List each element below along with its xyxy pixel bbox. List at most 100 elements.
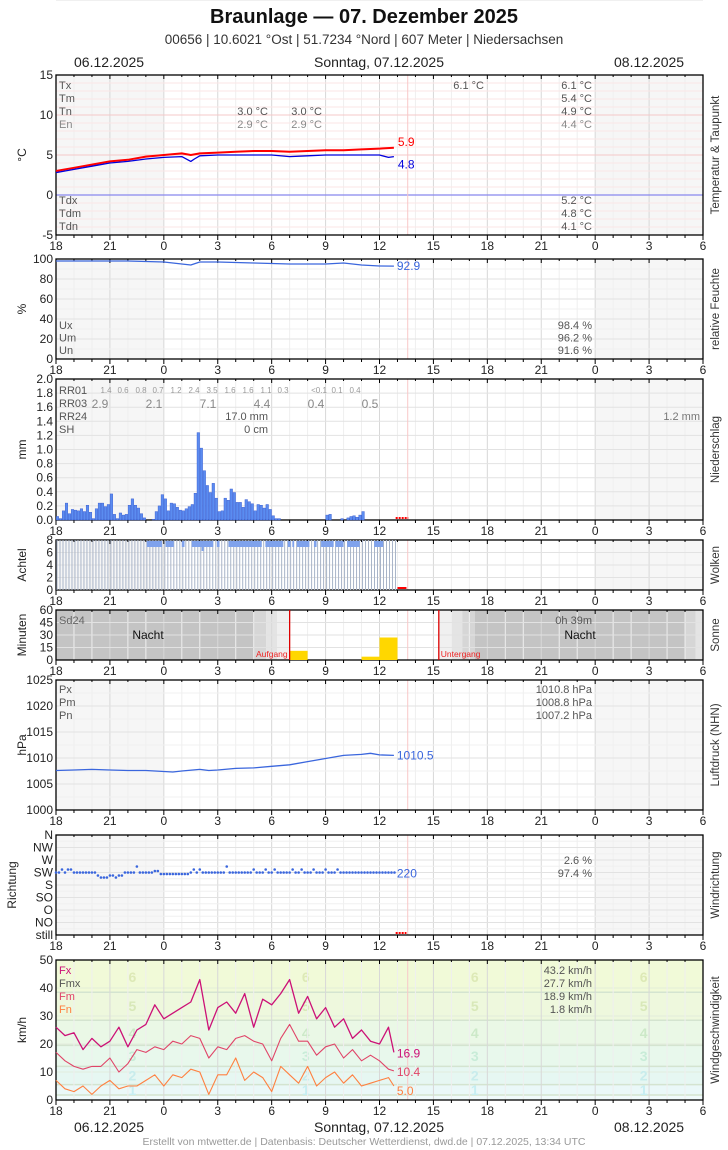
svg-text:1020: 1020 bbox=[26, 699, 53, 713]
svg-text:100: 100 bbox=[33, 252, 53, 266]
svg-text:15: 15 bbox=[427, 939, 441, 953]
svg-text:SW: SW bbox=[34, 866, 54, 880]
svg-text:3.0 °C: 3.0 °C bbox=[237, 106, 268, 118]
svg-text:0h 39m: 0h 39m bbox=[555, 615, 592, 627]
svg-text:15: 15 bbox=[40, 641, 54, 655]
svg-text:9: 9 bbox=[322, 664, 329, 678]
svg-text:3: 3 bbox=[646, 524, 653, 538]
svg-text:1: 1 bbox=[640, 1082, 648, 1098]
svg-text:W: W bbox=[42, 853, 54, 867]
svg-text:Um: Um bbox=[59, 333, 76, 345]
svg-text:4: 4 bbox=[640, 1025, 648, 1041]
svg-text:18: 18 bbox=[481, 664, 495, 678]
svg-text:0: 0 bbox=[160, 1104, 167, 1118]
svg-text:Sd24: Sd24 bbox=[59, 615, 85, 627]
svg-text:1007.2 hPa: 1007.2 hPa bbox=[536, 710, 593, 722]
svg-text:4.4 °C: 4.4 °C bbox=[561, 119, 592, 131]
svg-text:5.0: 5.0 bbox=[397, 1084, 414, 1098]
svg-text:Tm: Tm bbox=[59, 93, 75, 105]
svg-text:<0.1: <0.1 bbox=[311, 386, 327, 395]
svg-text:0: 0 bbox=[160, 939, 167, 953]
svg-text:0: 0 bbox=[592, 1104, 599, 1118]
svg-text:Temperatur & Taupunkt: Temperatur & Taupunkt bbox=[710, 95, 722, 214]
svg-text:15: 15 bbox=[427, 1104, 441, 1118]
svg-text:still: still bbox=[36, 928, 53, 942]
svg-text:1.4: 1.4 bbox=[36, 414, 53, 428]
svg-text:6: 6 bbox=[700, 939, 707, 953]
svg-text:0: 0 bbox=[160, 524, 167, 538]
svg-text:0.2: 0.2 bbox=[36, 499, 53, 513]
svg-text:18: 18 bbox=[49, 239, 63, 253]
svg-text:2.0: 2.0 bbox=[36, 372, 53, 386]
svg-text:5: 5 bbox=[302, 998, 310, 1014]
svg-text:18: 18 bbox=[481, 524, 495, 538]
svg-text:1.6: 1.6 bbox=[36, 400, 53, 414]
svg-text:1: 1 bbox=[471, 1082, 479, 1098]
svg-text:2.1: 2.1 bbox=[146, 397, 163, 411]
svg-text:18: 18 bbox=[481, 1104, 495, 1118]
svg-text:12: 12 bbox=[373, 814, 387, 828]
svg-text:Px: Px bbox=[59, 684, 72, 696]
svg-text:6: 6 bbox=[268, 814, 275, 828]
date-left-bottom: 06.12.2025 bbox=[74, 1119, 145, 1135]
svg-text:Pn: Pn bbox=[59, 710, 72, 722]
svg-text:4.8 °C: 4.8 °C bbox=[561, 208, 592, 220]
svg-text:40: 40 bbox=[40, 312, 54, 326]
svg-text:5.4 °C: 5.4 °C bbox=[561, 93, 592, 105]
svg-text:Tn: Tn bbox=[59, 106, 72, 118]
svg-text:Fx: Fx bbox=[59, 965, 72, 977]
svg-text:3: 3 bbox=[214, 239, 221, 253]
svg-text:9: 9 bbox=[322, 594, 329, 608]
svg-text:-5: -5 bbox=[42, 228, 53, 242]
svg-text:0.6: 0.6 bbox=[36, 471, 53, 485]
svg-text:21: 21 bbox=[103, 363, 117, 377]
svg-text:0.5: 0.5 bbox=[362, 397, 379, 411]
svg-text:60: 60 bbox=[40, 292, 54, 306]
svg-text:18: 18 bbox=[481, 939, 495, 953]
svg-text:9: 9 bbox=[322, 363, 329, 377]
svg-text:21: 21 bbox=[535, 524, 549, 538]
svg-text:18.9 km/h: 18.9 km/h bbox=[544, 991, 592, 1003]
date-right-bottom: 08.12.2025 bbox=[614, 1119, 685, 1135]
svg-text:Tdn: Tdn bbox=[59, 221, 78, 233]
svg-text:12: 12 bbox=[373, 939, 387, 953]
svg-text:2.9 °C: 2.9 °C bbox=[237, 119, 268, 131]
svg-text:21: 21 bbox=[535, 664, 549, 678]
svg-text:Fmx: Fmx bbox=[59, 978, 81, 990]
svg-text:6.1 °C: 6.1 °C bbox=[453, 80, 484, 92]
svg-text:3: 3 bbox=[214, 814, 221, 828]
svg-text:3.5: 3.5 bbox=[206, 386, 218, 395]
svg-text:Pm: Pm bbox=[59, 697, 76, 709]
svg-text:15: 15 bbox=[427, 594, 441, 608]
svg-text:18: 18 bbox=[49, 524, 63, 538]
date-center-bottom: Sonntag, 07.12.2025 bbox=[314, 1119, 445, 1135]
svg-text:3: 3 bbox=[302, 1048, 310, 1064]
svg-text:0.6: 0.6 bbox=[117, 386, 129, 395]
svg-text:0: 0 bbox=[592, 363, 599, 377]
svg-text:21: 21 bbox=[535, 594, 549, 608]
svg-text:RR03: RR03 bbox=[59, 398, 87, 410]
svg-text:18: 18 bbox=[481, 239, 495, 253]
svg-text:0: 0 bbox=[46, 1093, 53, 1107]
svg-text:0.1: 0.1 bbox=[331, 386, 343, 395]
svg-text:4.4: 4.4 bbox=[254, 397, 271, 411]
svg-text:91.6 %: 91.6 % bbox=[558, 345, 592, 357]
svg-text:3: 3 bbox=[646, 239, 653, 253]
svg-text:12: 12 bbox=[373, 594, 387, 608]
svg-text:Sonne: Sonne bbox=[710, 618, 722, 651]
svg-text:Niederschlag: Niederschlag bbox=[710, 416, 722, 483]
svg-text:1008.8 hPa: 1008.8 hPa bbox=[536, 697, 593, 709]
svg-text:0.7: 0.7 bbox=[152, 386, 164, 395]
svg-text:1005: 1005 bbox=[26, 777, 53, 791]
svg-text:12: 12 bbox=[373, 524, 387, 538]
svg-text:°C: °C bbox=[15, 148, 29, 162]
svg-text:50: 50 bbox=[40, 953, 54, 967]
svg-text:3: 3 bbox=[646, 664, 653, 678]
svg-text:1015: 1015 bbox=[26, 725, 53, 739]
svg-text:0: 0 bbox=[160, 664, 167, 678]
svg-text:Windrichtung: Windrichtung bbox=[710, 851, 722, 918]
svg-text:1.6: 1.6 bbox=[224, 386, 236, 395]
